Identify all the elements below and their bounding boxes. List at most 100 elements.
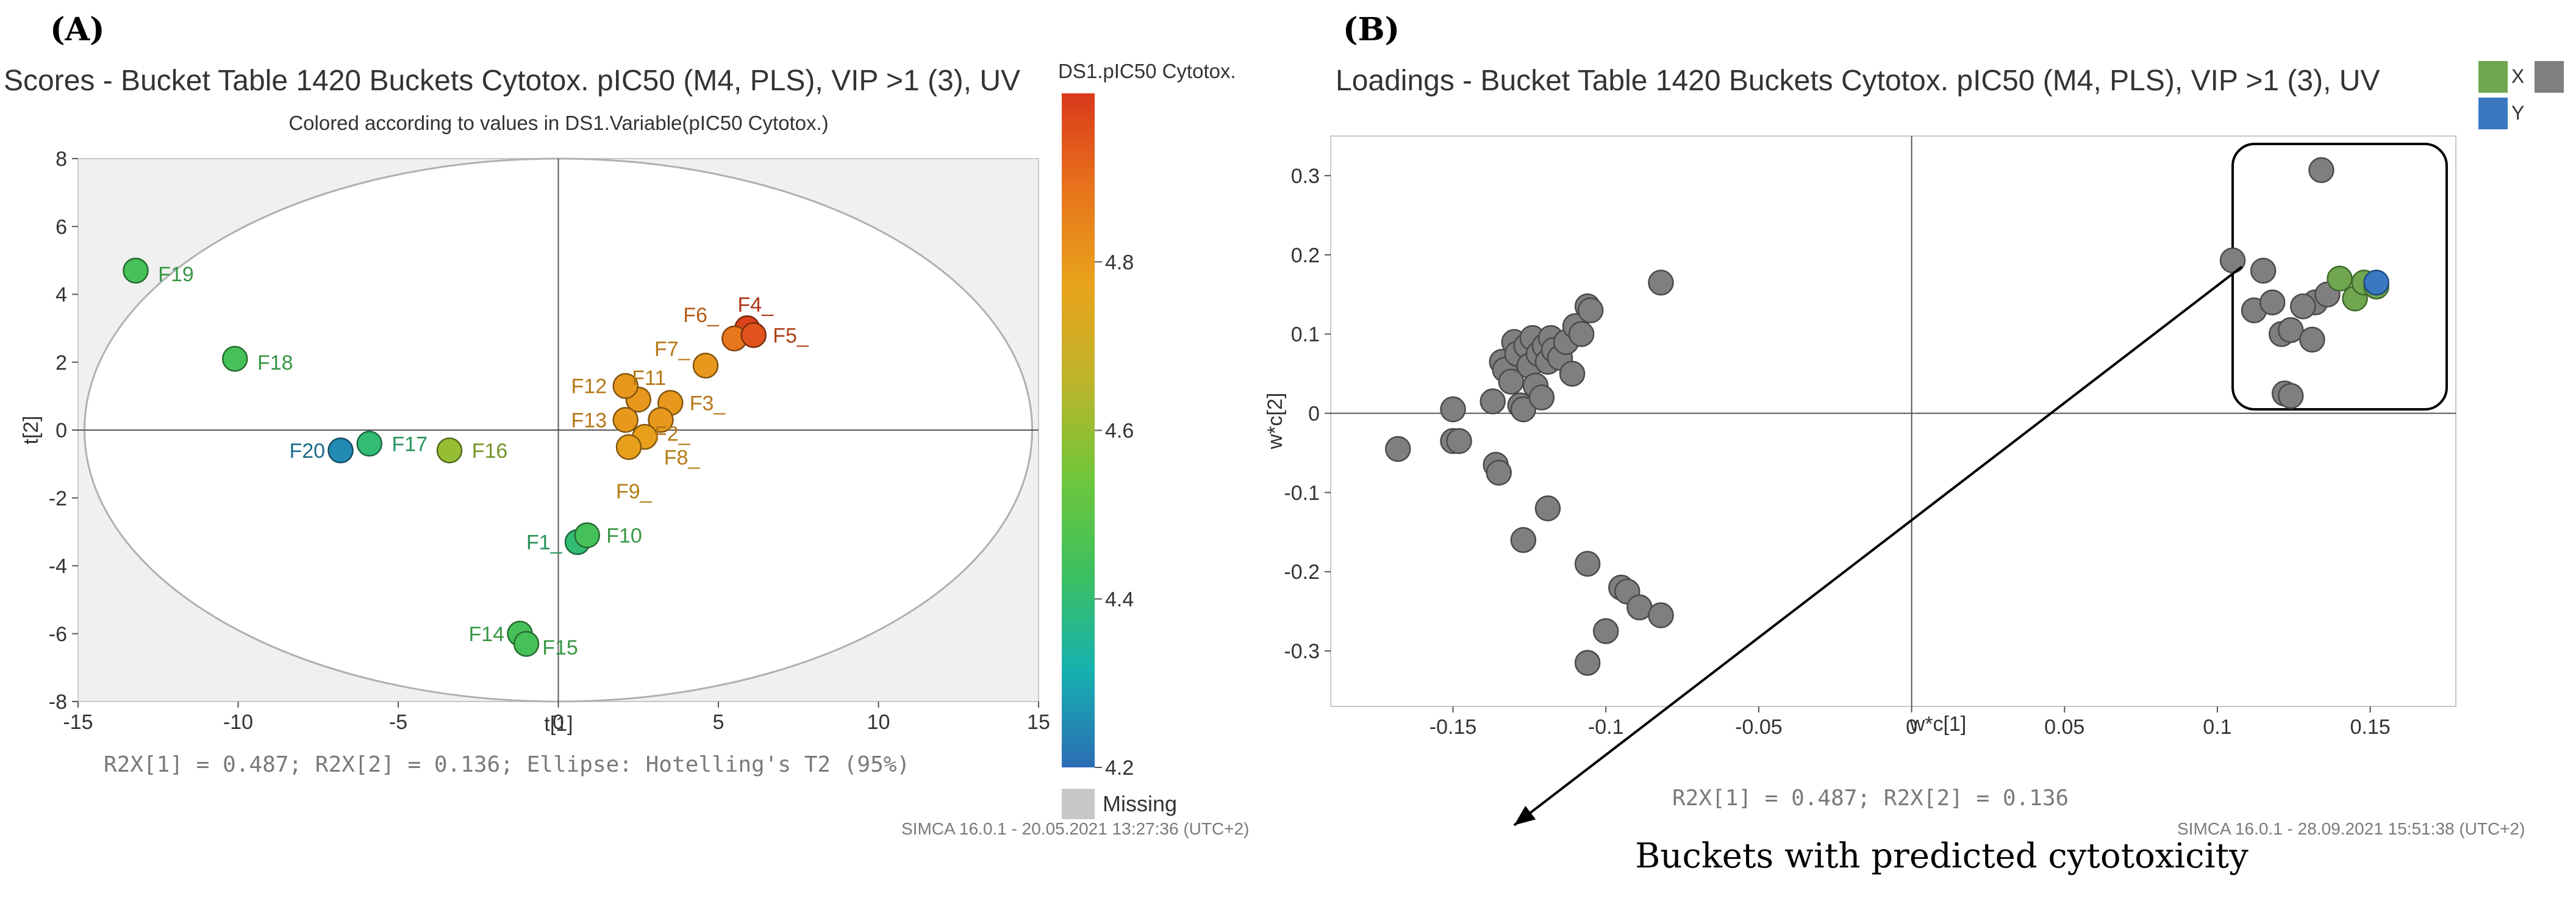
loadings-x-tick-label: -0.15: [1429, 716, 1477, 739]
score-point-label: F15: [542, 636, 578, 659]
scores-y-tick-label: 6: [55, 215, 67, 239]
colorbar-gradient: [1062, 93, 1095, 767]
loading-point-x: [2219, 247, 2246, 274]
scores-footer-stats: R2X[1] = 0.487; R2X[2] = 0.136; Ellipse:…: [104, 752, 910, 777]
loadings-x-tick-label: 0.05: [2044, 716, 2084, 739]
loading-point-y: [2363, 269, 2389, 296]
score-point-F16: [436, 437, 463, 464]
loading-point-x: [1440, 396, 1466, 423]
loading-point-x-highlight: [2327, 265, 2353, 292]
score-point-label: F9_: [616, 480, 653, 503]
loadings-software-stamp: SIMCA 16.0.1 - 28.09.2021 15:51:38 (UTC+…: [2177, 819, 2525, 838]
score-point-F20: [327, 437, 354, 464]
score-point-label: F19: [158, 263, 194, 286]
scores-points: [123, 257, 767, 657]
colorbar-tick-label: 4.6: [1105, 420, 1134, 443]
scores-x-tick-label: -10: [223, 711, 253, 734]
loadings-footer-stats: R2X[1] = 0.487; R2X[2] = 0.136: [1672, 786, 2069, 811]
loading-point-x: [2278, 317, 2304, 343]
scores-x-tick-label: 5: [713, 711, 724, 734]
scores-y-tick-label: -6: [49, 623, 67, 646]
score-point-label: F8_: [664, 447, 701, 470]
score-point-label: F2_: [654, 423, 691, 446]
score-point-F2: [648, 407, 674, 433]
scores-y-axis-label: t[2]: [20, 415, 43, 444]
annotation-arrow-shaft: [1513, 265, 2243, 827]
colorbar-missing-swatch: [1062, 789, 1095, 819]
score-point-label: F17: [392, 433, 428, 456]
loading-point-x: [1528, 384, 1555, 411]
score-point-F19: [123, 257, 149, 284]
scores-x-axis-label: t[1]: [544, 713, 573, 736]
score-point-F18: [222, 345, 248, 372]
loading-point-x: [1446, 428, 1472, 454]
score-point-label: F5_: [773, 324, 809, 347]
loadings-y-tick-label: 0.1: [1291, 323, 1320, 346]
highlight-box-group: [2231, 142, 2448, 411]
loading-point-x: [2278, 382, 2304, 409]
loadings-x-tick-label: 0: [1906, 716, 1917, 739]
score-point-F17: [356, 431, 382, 457]
loadings-y-tick-label: -0.3: [1284, 640, 1320, 663]
scores-tick-labels: -15 -10 -5 0 5 10 15 -8 -6 -4 -2 0 2 4 6 8: [49, 148, 1050, 734]
scores-x-tick-label: -5: [389, 711, 407, 734]
scores-y-tick-label: 8: [55, 148, 67, 171]
scores-x-tick-label: 10: [867, 711, 890, 734]
colorbar-title: DS1.pIC50 Cytotox.: [1058, 60, 1236, 82]
score-point-label: F12: [571, 375, 607, 398]
loading-point-x: [2299, 326, 2325, 353]
scores-x-tick-label: 0: [553, 711, 564, 734]
loading-point-x: [1592, 618, 1619, 644]
loadings-plot-panel: (B) Loadings - Bucket Table 1420 Buckets…: [1264, 11, 2564, 876]
loading-point-x: [1385, 436, 1411, 462]
legend-x-label: X: [2511, 65, 2524, 87]
colorbar-tick-label: 4.8: [1105, 251, 1134, 274]
loadings-tick-labels: -0.15 -0.1 -0.05 0 0.05 0.1 0.15 -0.3 -0.2 -0.1 0 0…: [1284, 165, 2390, 739]
loadings-x-tick-label: -0.05: [1735, 716, 1783, 739]
loading-point-x: [1486, 459, 1512, 486]
score-point-label: F13: [571, 409, 607, 432]
score-point-label: F18: [257, 351, 293, 375]
loading-point-x: [2290, 293, 2316, 320]
scores-axes: [78, 159, 1039, 702]
loadings-y-tick-label: 0: [1308, 403, 1320, 426]
score-point-label: F14: [469, 623, 505, 646]
loading-point-x: [1648, 269, 1674, 296]
loading-point-x: [1479, 388, 1506, 415]
scores-software-stamp: SIMCA 16.0.1 - 20.05.2021 13:27:36 (UTC+…: [901, 819, 1249, 838]
scores-y-tick-label: -4: [49, 555, 67, 578]
arrow-group: [1513, 265, 2243, 827]
loading-point-x: [1510, 527, 1537, 553]
loading-point-x: [1574, 650, 1601, 676]
loading-point-x: [2259, 289, 2286, 315]
score-point-F10: [574, 522, 600, 548]
loading-point-x: [1648, 602, 1674, 628]
score-point-label: F7_: [654, 338, 691, 361]
loadings-y-tick-label: 0.2: [1291, 244, 1320, 267]
score-point-F5: [740, 322, 767, 348]
loadings-x-axis-label: w*c[1]: [1909, 713, 1967, 736]
score-point-label: F6_: [683, 304, 720, 327]
loadings-plot-area: [1330, 135, 2456, 707]
scores-point-labels: F19 F18 F20 F17 F16 F1_ F10 F14 F15 F4_ F6_ F5_ F7_ F…: [158, 263, 809, 659]
scores-y-tick-label: -8: [49, 691, 67, 714]
score-point-F12: [612, 373, 639, 399]
score-point-label: F4_: [738, 293, 775, 317]
scores-y-tick-label: -2: [49, 487, 67, 510]
score-point-label: F3_: [690, 392, 726, 415]
loadings-x-tick-label: 0.1: [2203, 716, 2231, 739]
score-point-label: F10: [606, 524, 642, 547]
loadings-points: [1385, 157, 2389, 676]
loading-point-x: [1577, 297, 1604, 323]
loadings-y-tick-label: -0.2: [1284, 561, 1320, 584]
loading-point-x: [1510, 396, 1537, 423]
legend-y-swatch-blue: [2478, 98, 2508, 129]
loadings-y-tick-label: -0.1: [1284, 481, 1320, 504]
loading-point-x: [1534, 495, 1561, 522]
score-point-F13: [612, 407, 639, 433]
loading-point-x: [1559, 361, 1586, 387]
scores-y-tick-label: 4: [55, 284, 67, 307]
score-point-label: F1_: [526, 531, 563, 555]
panel-a-letter: (A): [50, 11, 105, 48]
loading-point-x: [2250, 257, 2277, 284]
